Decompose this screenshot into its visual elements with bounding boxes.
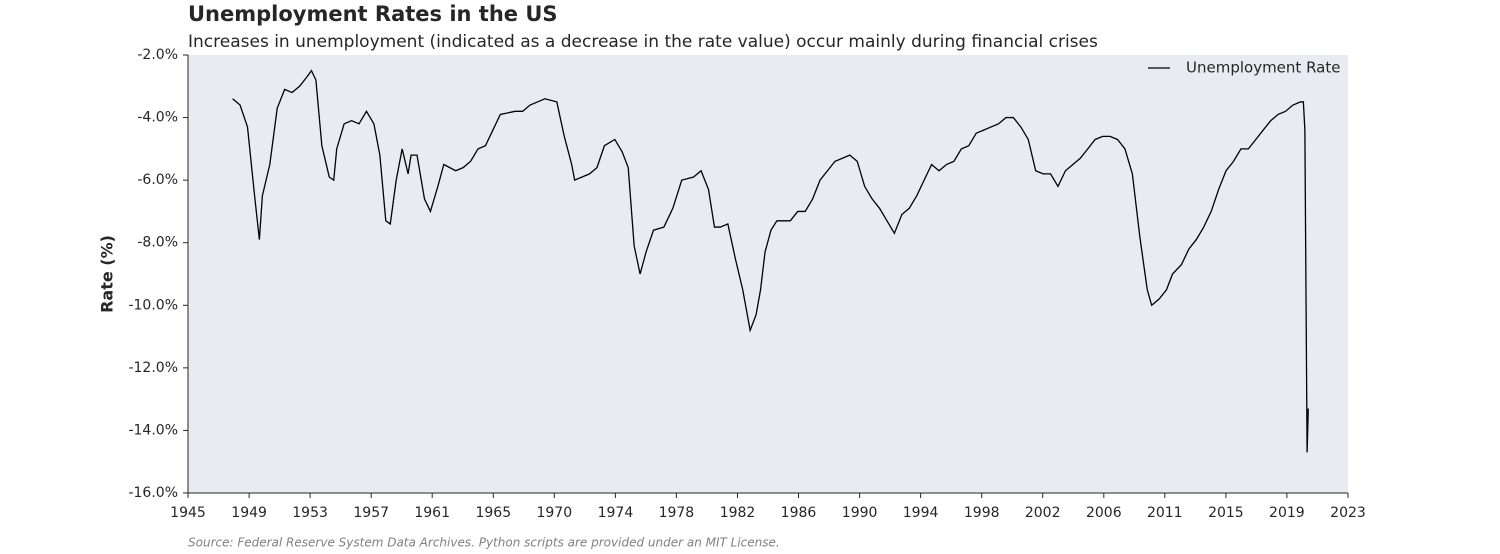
y-tick-label: -16.0% [128,485,178,501]
x-tick-label: 2019 [1269,505,1305,521]
x-tick-label: 1949 [231,505,267,521]
data-line [232,69,1309,453]
y-tick-label: -4.0% [137,110,178,126]
x-tick-label: 2002 [1025,505,1061,521]
x-tick-label: 1998 [964,505,1000,521]
plot-area [188,55,1348,493]
x-tick-label: 1978 [659,505,695,521]
y-tick-label: -12.0% [128,360,178,376]
x-tick-label: 2023 [1330,505,1366,521]
source-note: Source: Federal Reserve System Data Arch… [188,536,780,550]
y-tick-label: -2.0% [137,47,178,63]
x-tick-label: 2011 [1147,505,1183,521]
x-tick-label: 1982 [720,505,756,521]
x-tick-label: 1957 [353,505,389,521]
x-tick-label: 1994 [903,505,939,521]
y-tick-label: -14.0% [128,422,178,438]
y-tick-label: -8.0% [137,235,178,251]
x-tick-label: 1970 [536,505,572,521]
legend-label: Unemployment Rate [1186,59,1340,77]
x-tick-label: 2015 [1208,505,1244,521]
x-tick-label: 1945 [170,505,206,521]
x-tick-label: 1986 [781,505,817,521]
x-tick-label: 2006 [1086,505,1122,521]
y-tick-label: -6.0% [137,172,178,188]
y-axis-label: Rate (%) [98,235,117,313]
x-tick-label: 1961 [414,505,450,521]
y-tick-label: -10.0% [128,297,178,313]
x-tick-label: 1990 [842,505,878,521]
chart-subtitle: Increases in unemployment (indicated as … [188,32,1098,52]
x-tick-label: 1965 [475,505,511,521]
x-tick-label: 1974 [598,505,634,521]
chart-title: Unemployment Rates in the US [188,2,558,26]
x-tick-label: 1953 [292,505,328,521]
